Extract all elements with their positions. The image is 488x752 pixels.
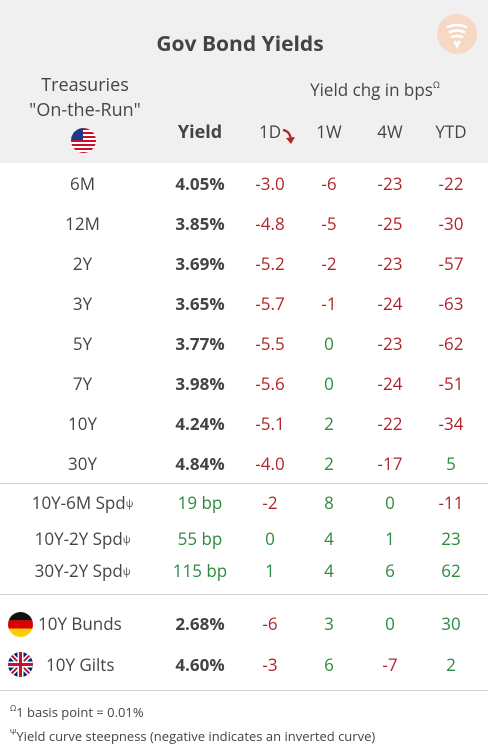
row-4w: -24: [377, 292, 403, 315]
col-ytd-header[interactable]: YTD: [435, 120, 467, 143]
row-ytd: -34: [438, 412, 464, 435]
row-1d: -5.2: [255, 252, 285, 275]
col-4w-header[interactable]: 4W: [377, 120, 403, 143]
divider: [0, 594, 488, 595]
row-ytd: -62: [438, 332, 464, 355]
row-label: 12M: [65, 212, 100, 235]
intl-1w: 3: [324, 612, 334, 635]
spread-label: 30Y-2Y Spdψ: [34, 559, 131, 582]
row-1w: 0: [324, 372, 334, 395]
footnote-curve-steepness: ΨYield curve steepness (negative indicat…: [10, 727, 376, 745]
intl-1d: -6: [262, 612, 278, 635]
row-1w: -5: [321, 212, 337, 235]
brand-logo-icon: [437, 14, 477, 54]
intl-label: 10Y Bunds: [38, 612, 122, 635]
uk-flag-icon: [8, 652, 33, 677]
row-yield: 3.65%: [175, 292, 225, 315]
spread-value: 115 bp: [172, 559, 228, 582]
row-4w: -23: [377, 332, 403, 355]
row-1d: -5.6: [255, 372, 285, 395]
row-1w: -1: [321, 292, 337, 315]
row-4w: -25: [377, 212, 403, 235]
row-1d: -5.1: [255, 412, 285, 435]
spread-1w: 8: [324, 491, 334, 514]
intl-1w: 6: [324, 653, 334, 676]
row-1w: 2: [324, 412, 334, 435]
spread-4w: 0: [385, 491, 395, 514]
intl-label: 10Y Gilts: [46, 653, 115, 676]
col-1d-header[interactable]: 1D: [258, 120, 282, 143]
footnote-basis-point: Ω1 basis point = 0.01%: [10, 703, 144, 721]
intl-ytd: 30: [441, 612, 461, 635]
row-yield: 3.98%: [175, 372, 225, 395]
row-yield: 4.24%: [175, 412, 225, 435]
row-label: 6M: [69, 172, 95, 195]
spread-label: 10Y-6M Spdψ: [31, 491, 134, 514]
intl-yield: 4.60%: [175, 653, 225, 676]
divider: [0, 483, 488, 484]
spread-value: 19 bp: [177, 491, 223, 514]
spread-1d: 0: [265, 527, 275, 550]
spread-1w: 4: [324, 527, 334, 550]
row-ytd: -30: [438, 212, 464, 235]
spread-value: 55 bp: [177, 527, 223, 550]
row-4w: -23: [377, 172, 403, 195]
intl-ytd: 2: [446, 653, 456, 676]
spread-ytd: 23: [441, 527, 461, 550]
sort-down-arrow-icon: [281, 128, 297, 151]
row-1w: 2: [324, 452, 334, 475]
row-4w: -23: [377, 252, 403, 275]
yield-header: Yield: [177, 120, 223, 144]
row-ytd: 5: [446, 452, 456, 475]
spread-1w: 4: [324, 559, 334, 582]
row-label: 7Y: [72, 372, 93, 395]
on-the-run-header: "On-the-Run": [29, 98, 141, 122]
row-yield: 3.69%: [175, 252, 225, 275]
row-label: 10Y: [68, 412, 97, 435]
yield-change-header: Yield chg in bpsΩ: [310, 78, 440, 101]
row-4w: -24: [377, 372, 403, 395]
row-4w: -17: [377, 452, 403, 475]
row-1d: -5.7: [255, 292, 285, 315]
row-label: 3Y: [72, 292, 93, 315]
row-1d: -5.5: [255, 332, 285, 355]
col-1w-header[interactable]: 1W: [316, 120, 342, 143]
row-label: 2Y: [72, 252, 93, 275]
intl-yield: 2.68%: [175, 612, 225, 635]
intl-4w: -7: [382, 653, 398, 676]
row-yield: 3.85%: [175, 212, 225, 235]
spread-1d: -2: [262, 491, 278, 514]
row-1w: 0: [324, 332, 334, 355]
row-yield: 4.05%: [175, 172, 225, 195]
row-ytd: -51: [438, 372, 464, 395]
row-label: 30Y: [68, 452, 97, 475]
spread-ytd: 62: [441, 559, 461, 582]
spread-4w: 1: [385, 527, 395, 550]
germany-flag-icon: [8, 612, 33, 637]
row-1w: -6: [321, 172, 337, 195]
intl-4w: 0: [385, 612, 395, 635]
row-4w: -22: [377, 412, 403, 435]
row-ytd: -63: [438, 292, 464, 315]
page-title: Gov Bond Yields: [156, 30, 324, 58]
spread-4w: 6: [385, 559, 395, 582]
spread-1d: 1: [265, 559, 275, 582]
row-yield: 4.84%: [175, 452, 225, 475]
row-1d: -4.8: [255, 212, 285, 235]
row-yield: 3.77%: [175, 332, 225, 355]
row-1d: -4.0: [255, 452, 285, 475]
divider: [0, 690, 488, 691]
treasuries-header: Treasuries: [41, 73, 129, 97]
row-1w: -2: [321, 252, 337, 275]
spread-label: 10Y-2Y Spdψ: [34, 527, 131, 550]
row-1d: -3.0: [255, 172, 285, 195]
intl-1d: -3: [262, 653, 278, 676]
row-label: 5Y: [72, 332, 93, 355]
row-ytd: -57: [438, 252, 464, 275]
spread-ytd: -11: [438, 491, 464, 514]
us-flag-icon: [71, 128, 96, 153]
row-ytd: -22: [438, 172, 464, 195]
